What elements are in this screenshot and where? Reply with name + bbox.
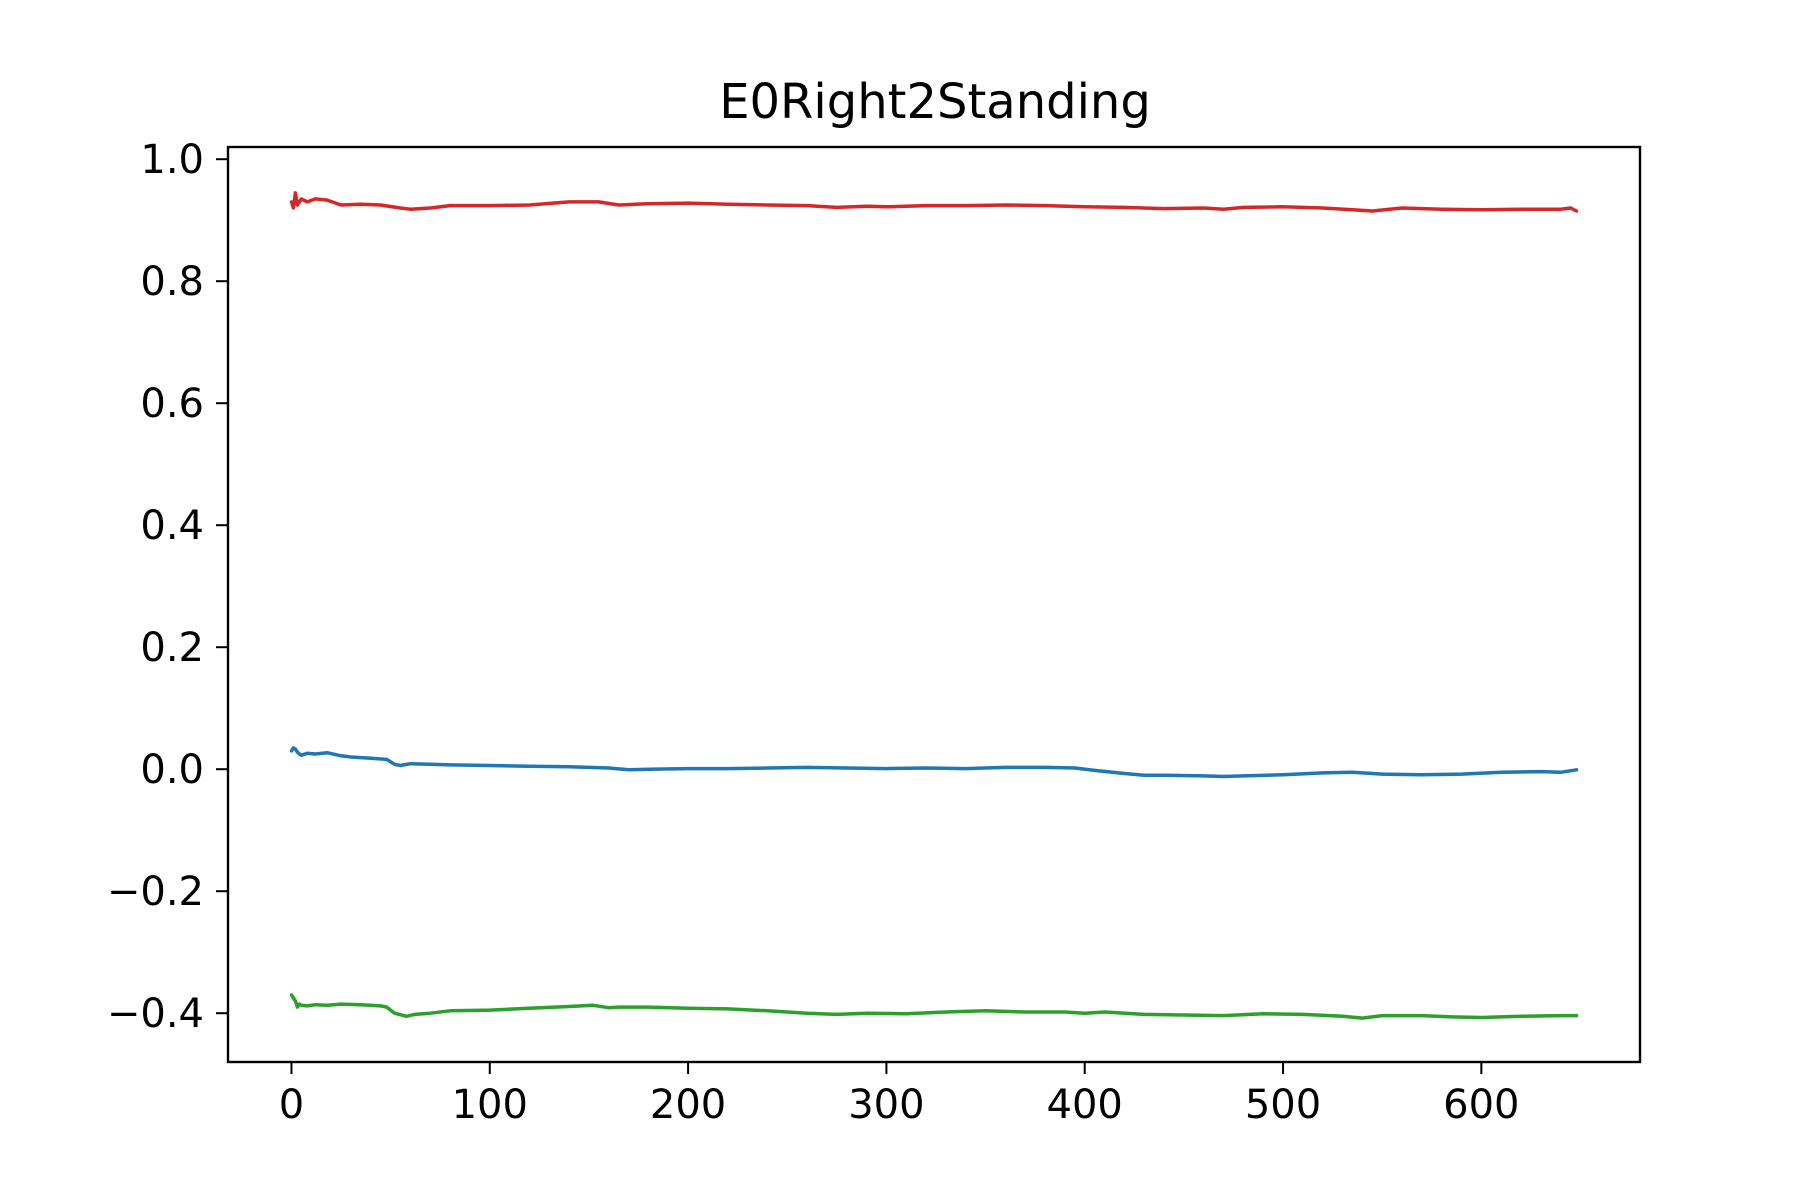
- x-tick-label: 200: [650, 1082, 726, 1128]
- x-tick-label: 500: [1245, 1082, 1321, 1128]
- series-line-1: [289, 191, 1579, 213]
- chart-title: E0Right2Standing: [719, 74, 1151, 130]
- x-tick-label: 600: [1443, 1082, 1519, 1128]
- axis-ticks: 0 100 200 300 400 500 600 −0.4 −0.2 0.0 0.2 0.4 0.6 0…: [107, 137, 1520, 1128]
- y-tick-label: 0.2: [140, 625, 204, 671]
- series-line-3: [289, 993, 1579, 1020]
- x-tick-label: 400: [1047, 1082, 1123, 1128]
- y-tick-label: −0.2: [107, 869, 204, 915]
- series-line-2: [289, 746, 1579, 779]
- y-tick-label: 1.0: [140, 137, 204, 183]
- y-tick-label: −0.4: [107, 991, 204, 1037]
- y-tick-label: 0.4: [140, 503, 204, 549]
- x-tick-label: 0: [279, 1082, 304, 1128]
- plot-area-frame: [226, 145, 1642, 1064]
- y-tick-label: 0.8: [140, 259, 204, 305]
- y-tick-label: 0.0: [140, 747, 204, 793]
- y-tick-label: 0.6: [140, 381, 204, 427]
- x-tick-label: 100: [452, 1082, 528, 1128]
- x-tick-label: 300: [848, 1082, 924, 1128]
- series-lines: [289, 191, 1579, 1020]
